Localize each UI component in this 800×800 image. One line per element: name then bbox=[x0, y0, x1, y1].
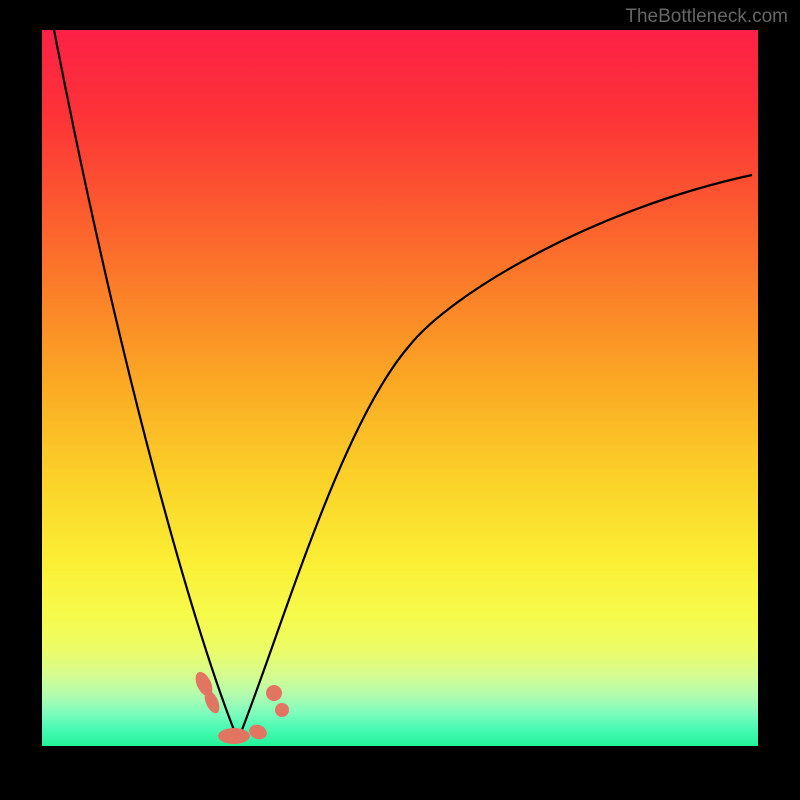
plot-background bbox=[42, 30, 758, 746]
curve-marker bbox=[275, 703, 289, 717]
watermark-text: TheBottleneck.com bbox=[625, 6, 788, 28]
chart-svg bbox=[0, 0, 800, 800]
bottleneck-chart: TheBottleneck.com bbox=[0, 0, 800, 800]
curve-marker bbox=[218, 728, 250, 744]
curve-marker bbox=[266, 685, 282, 701]
